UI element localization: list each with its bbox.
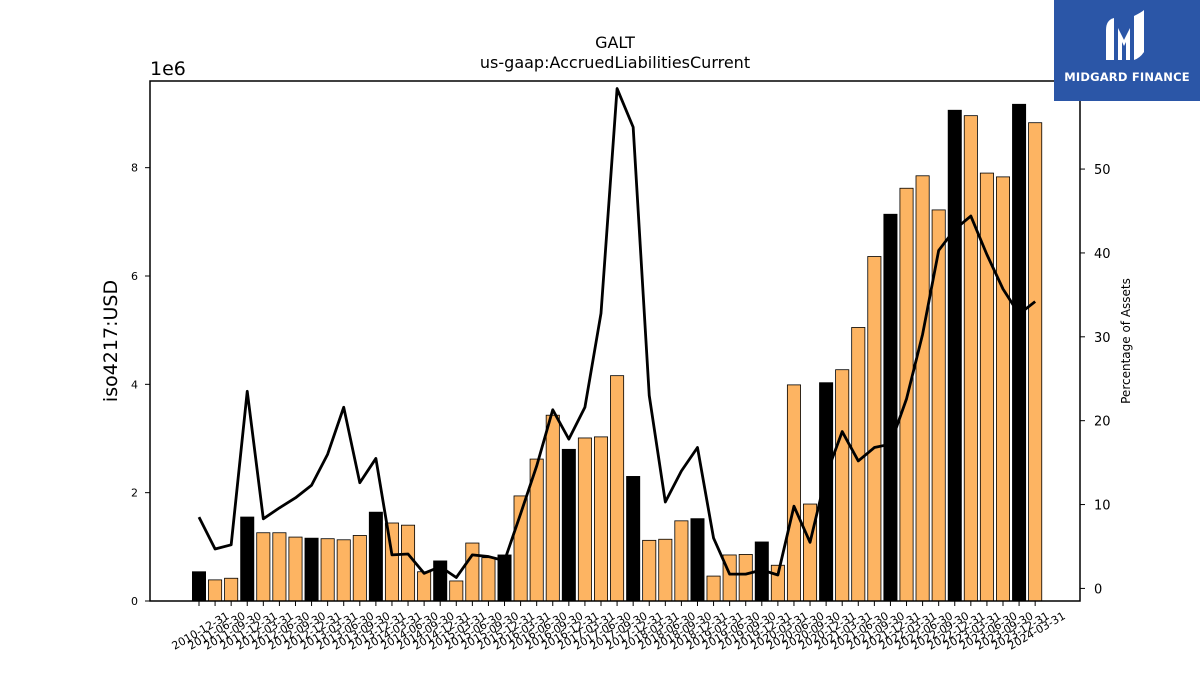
bar xyxy=(561,448,576,602)
bar xyxy=(610,375,625,602)
bar xyxy=(272,532,287,602)
y2-tick-label: 30 xyxy=(1094,331,1111,346)
bar xyxy=(208,579,223,602)
bar xyxy=(594,436,609,602)
bar xyxy=(577,437,592,602)
percentage-line xyxy=(197,87,1037,579)
y2-tick-label: 0 xyxy=(1094,582,1102,597)
y-tick-label: 2 xyxy=(131,487,138,500)
bar xyxy=(481,557,496,602)
y2-tick-label: 10 xyxy=(1094,499,1111,514)
bar xyxy=(706,575,721,602)
percentage-line-series xyxy=(197,87,1037,579)
midgard-logo-icon xyxy=(1106,10,1144,60)
bar xyxy=(545,414,560,602)
bar xyxy=(417,571,432,602)
y2-tick-label: 50 xyxy=(1094,163,1111,178)
y2-tick-label: 20 xyxy=(1094,415,1111,430)
bar xyxy=(979,172,994,602)
bar-series xyxy=(191,103,1043,602)
bar xyxy=(947,109,962,602)
bar xyxy=(352,535,367,602)
left-axis-ticks: 0 2 4 6 8 xyxy=(131,162,150,608)
bar xyxy=(996,176,1011,602)
y2-axis-label: Percentage of Assets xyxy=(1119,278,1133,404)
bar xyxy=(1028,122,1043,602)
bar xyxy=(1012,103,1027,602)
right-axis-ticks: 0102030405060 xyxy=(1080,79,1111,597)
bar xyxy=(674,520,689,602)
y-tick-label: 6 xyxy=(131,270,138,283)
bar xyxy=(626,476,641,602)
y-multiplier-label: 1e6 xyxy=(150,58,186,80)
bar xyxy=(883,213,898,602)
bar xyxy=(224,577,239,602)
plot-frame xyxy=(149,80,1081,602)
bar xyxy=(191,571,206,602)
y2-tick-label: 40 xyxy=(1094,247,1111,262)
bar xyxy=(320,538,335,602)
bar xyxy=(738,554,753,602)
bar xyxy=(963,115,978,602)
brand-logo: MIDGARD FINANCE xyxy=(1054,0,1200,101)
bar xyxy=(642,539,657,602)
bar xyxy=(465,542,480,602)
bar xyxy=(288,536,303,602)
bar xyxy=(658,538,673,602)
bar xyxy=(304,537,319,602)
y-tick-label: 8 xyxy=(131,162,138,175)
y-tick-label: 0 xyxy=(131,595,138,608)
bar xyxy=(867,256,882,602)
x-axis-ticks: 2010-12-312011-06-302011-09-302011-12-31… xyxy=(170,601,1068,653)
bar xyxy=(690,518,705,602)
y-tick-label: 4 xyxy=(131,378,138,391)
bar xyxy=(915,175,930,602)
chart-title: GALT xyxy=(595,33,635,52)
bar xyxy=(256,532,271,602)
bar xyxy=(240,516,255,602)
bar xyxy=(786,384,801,602)
bar xyxy=(449,580,464,602)
chart-subtitle: us-gaap:AccruedLiabilitiesCurrent xyxy=(480,53,750,72)
bar xyxy=(368,511,383,602)
y-axis-label: iso4217:USD xyxy=(100,280,122,402)
bar xyxy=(336,539,351,602)
bar xyxy=(835,369,850,602)
bar xyxy=(851,327,866,602)
brand-logo-text: MIDGARD FINANCE xyxy=(1064,70,1190,84)
bar xyxy=(401,524,416,602)
